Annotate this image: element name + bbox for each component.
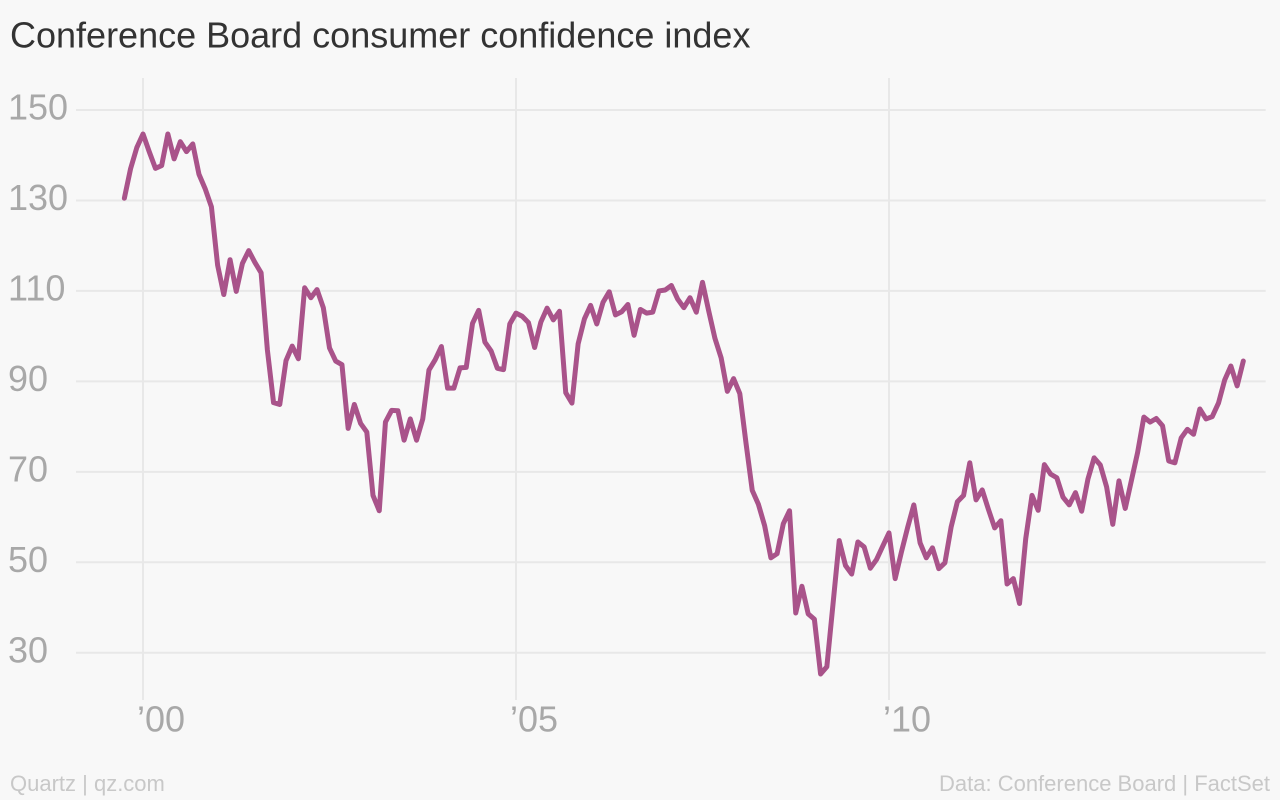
y-tick-label: 150 — [8, 87, 68, 128]
y-tick-label: 110 — [8, 267, 65, 308]
y-tick-label: 90 — [8, 358, 48, 399]
chart-title: Conference Board consumer confidence ind… — [10, 15, 750, 56]
source: Data: Conference Board | FactSet — [939, 771, 1270, 796]
y-tick-label: 130 — [8, 177, 68, 218]
x-tick-label: ’05 — [510, 699, 558, 740]
y-tick-label: 30 — [8, 629, 48, 670]
x-tick-label: ’10 — [883, 699, 931, 740]
y-tick-label: 50 — [8, 539, 48, 580]
credit: Quartz | qz.com — [10, 771, 165, 796]
x-tick-label: ’00 — [137, 699, 185, 740]
data-line — [121, 131, 1246, 677]
y-tick-label: 70 — [8, 448, 48, 489]
